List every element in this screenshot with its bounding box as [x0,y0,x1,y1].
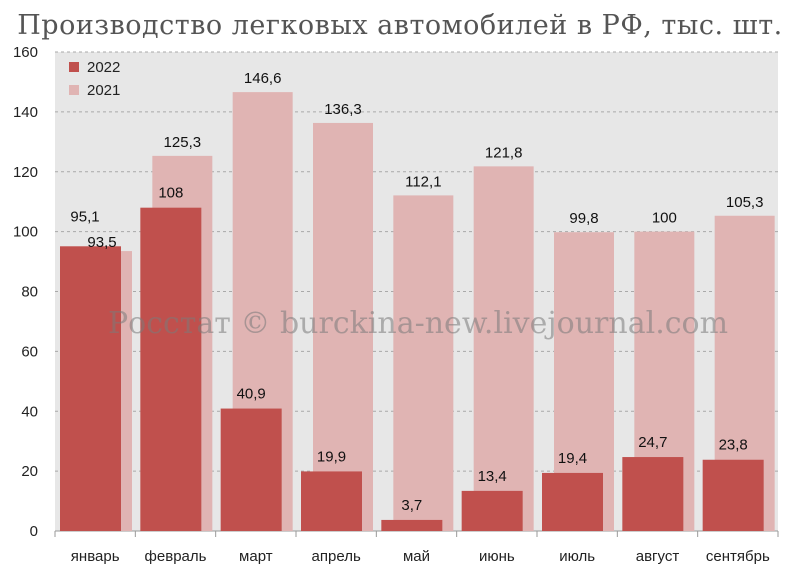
legend-swatch-2022 [69,62,79,72]
data-label-2021: 136,3 [324,101,362,118]
x-tick-label: сентябрь [706,548,770,565]
x-tick-label: июль [559,548,595,565]
bar-2022-4 [301,471,362,531]
data-labels: 93,5 95,1 125,3 108 146,6 40,9 136,3 19,9 112,1 3… [70,70,763,514]
data-label-2021: 112,1 [405,173,441,190]
data-label-2021: 146,6 [244,70,282,87]
y-tick-label: 140 [13,104,38,121]
y-tick-label: 100 [13,224,38,241]
watermark-text: Росстат © burckina-new.livejournal.com [108,306,728,341]
y-tick-label: 80 [21,284,38,301]
bar-2022-6 [461,490,523,531]
data-label-2022: 23,8 [719,437,748,454]
y-tick-label: 0 [30,523,38,540]
x-tick-label: август [636,548,680,565]
legend-label-2021: 2021 [87,82,120,99]
data-label-2022: 19,4 [558,450,587,467]
series-2022-bars [60,207,764,532]
x-tick-label: март [239,548,273,565]
bar-2022-5 [381,519,443,531]
bar-2021-6 [473,166,534,531]
legend-swatch-2021 [69,85,79,95]
x-tick-label: апрель [312,548,361,565]
bar-2022-7 [542,472,603,531]
bar-2022-3 [220,408,282,531]
x-axis-ticks: январь февраль март апрель май июнь июль август… [54,531,779,565]
chart-title: Производство легковых автомобилей в РФ, … [17,10,783,41]
bar-2021-5 [393,195,454,531]
legend: 2022 2021 [69,59,120,99]
data-label-2022: 13,4 [478,468,507,485]
data-label-2022: 40,9 [237,386,266,403]
bar-2022-9 [702,459,764,531]
bar-2022-1 [60,246,121,531]
x-tick-label: июнь [479,548,515,565]
bar-2022-8 [622,457,684,531]
data-label-2022: 19,9 [317,448,346,465]
bar-2021-4 [313,122,373,531]
data-label-2021: 100 [652,210,677,227]
x-tick-label: январь [71,548,120,565]
data-label-2022: 95,1 [70,208,99,225]
data-label-2021: 125,3 [164,134,202,151]
legend-label-2022: 2022 [87,59,120,76]
y-tick-label: 60 [21,343,38,360]
bar-2022-2 [140,207,202,532]
data-label-2022: 24,7 [638,434,667,451]
x-tick-label: май [403,548,430,565]
y-tick-label: 20 [21,463,38,480]
y-tick-label: 160 [13,44,38,61]
data-label-2021: 121,8 [485,144,523,161]
y-tick-label: 40 [21,403,38,420]
data-label-2021: 105,3 [726,194,764,211]
data-label-2021: 93,5 [87,234,116,251]
y-tick-label: 120 [13,164,38,181]
x-tick-label: февраль [145,548,207,565]
data-label-2022: 3,7 [401,497,422,514]
y-axis-ticks: 0 20 40 60 80 100 120 140 160 [13,44,38,540]
data-label-2021: 99,8 [569,210,598,227]
data-label-2022: 108 [158,185,183,202]
